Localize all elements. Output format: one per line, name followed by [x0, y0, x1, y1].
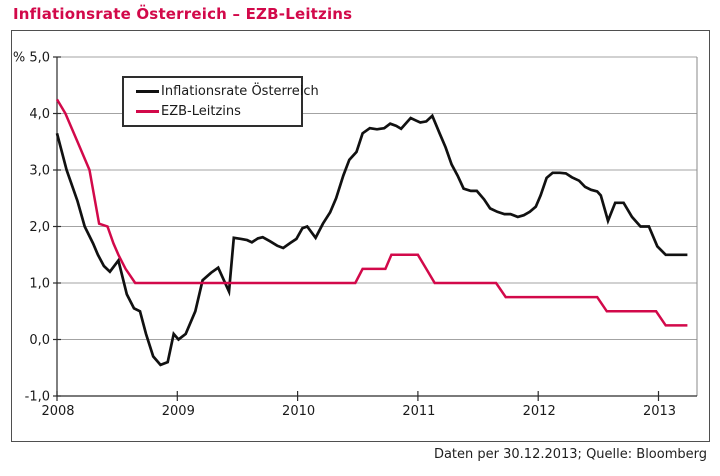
- x-tick-label: 2011: [402, 404, 435, 419]
- y-tick-label: % 5,0: [13, 51, 50, 66]
- legend-label: EZB-Leitzins: [161, 104, 241, 120]
- y-tick-label: 0,0: [29, 333, 50, 348]
- ezb-leitzins-line-swatch: [136, 110, 159, 114]
- y-tick-label: 1,0: [29, 277, 50, 292]
- chart-frame: % 5,0 4,0 3,0 2,0 1,0 0,0 -1,0 2008 2009 2010 2011…: [11, 30, 710, 442]
- legend: Inflationsrate Österreich EZB-Leitzins: [122, 76, 319, 127]
- legend-item-ezb-leitzins: EZB-Leitzins: [136, 104, 301, 119]
- x-tick-label: 2012: [523, 404, 556, 419]
- source-caption: Daten per 30.12.2013; Quelle: Bloomberg: [433, 447, 707, 462]
- series-line-inflationsrate: [55, 113, 688, 367]
- series-line-ezb-leitzins: [55, 98, 688, 327]
- x-tick-label: 2013: [643, 404, 676, 419]
- y-tick-label: -1,0: [25, 390, 50, 405]
- y-tick-label: 4,0: [29, 107, 50, 122]
- chart-title: Inflationsrate Österreich – EZB-Leitzins: [13, 5, 353, 23]
- y-tick-label: 3,0: [29, 164, 50, 179]
- inflationsrate-line-swatch: [136, 89, 159, 93]
- x-tick-label: 2010: [282, 404, 315, 419]
- x-tick-label: 2008: [41, 404, 74, 419]
- legend-item-inflationsrate: Inflationsrate Österreich: [136, 84, 319, 99]
- legend-label: Inflationsrate Österreich: [161, 83, 319, 99]
- x-tick-label: 2009: [162, 404, 195, 419]
- y-tick-label: 2,0: [29, 220, 50, 235]
